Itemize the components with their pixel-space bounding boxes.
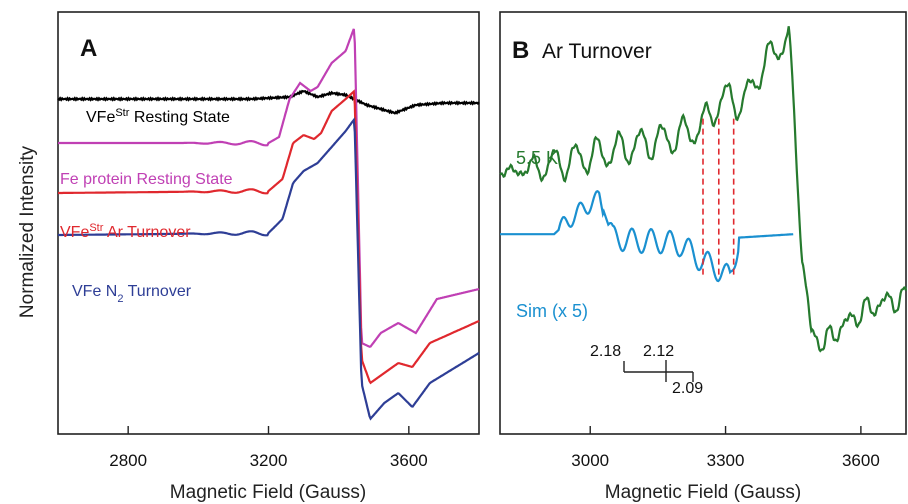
x-tick-label: 2800 bbox=[109, 451, 147, 470]
panel-b-frame bbox=[499, 11, 907, 435]
series-line bbox=[499, 26, 908, 353]
panel-b-title: Ar Turnover bbox=[542, 40, 652, 63]
panel-a-curves bbox=[57, 28, 480, 421]
x-tick-label: 3300 bbox=[707, 451, 745, 470]
legend-vfe-resting: VFeStr Resting State bbox=[86, 107, 230, 126]
panel-a-xlabel: Magnetic Field (Gauss) bbox=[170, 482, 366, 503]
x-tick-label: 3200 bbox=[250, 451, 288, 470]
x-tick-label: 3000 bbox=[571, 451, 609, 470]
series-line bbox=[57, 89, 480, 115]
series-label-sim: Sim (x 5) bbox=[516, 301, 588, 321]
series-line bbox=[58, 28, 480, 348]
panel-b: B Ar Turnover 3000 3300 3600 5.5 K Sim (x … bbox=[499, 11, 908, 503]
panel-a-ticks: 2800 3200 3600 bbox=[109, 426, 428, 470]
panel-b-ticks: 3000 3300 3600 bbox=[571, 426, 880, 470]
panel-a: A 2800 3200 3600 VFeStr Resting State Fe p… bbox=[57, 11, 480, 503]
series-line bbox=[58, 117, 480, 421]
panel-a-letter: A bbox=[80, 35, 97, 62]
panel-a-frame bbox=[57, 11, 480, 435]
panel-b-curves bbox=[499, 26, 908, 353]
legend-vfe-ar-turnover: VFeStr Ar Turnover bbox=[60, 222, 191, 241]
legend-fe-protein-resting: Fe protein Resting State bbox=[60, 171, 233, 188]
x-tick-label: 3600 bbox=[842, 451, 880, 470]
g-value-ruler: 2.18 2.12 2.09 bbox=[590, 343, 703, 397]
g-label-2-18: 2.18 bbox=[590, 343, 621, 360]
series-line bbox=[58, 89, 480, 385]
g-label-2-12: 2.12 bbox=[643, 343, 674, 360]
y-axis-label: Normalized Intensity bbox=[17, 145, 38, 318]
series-line bbox=[500, 189, 794, 283]
x-tick-label: 3600 bbox=[390, 451, 428, 470]
legend-vfe-n2-turnover: VFe N2 Turnover bbox=[72, 283, 192, 305]
panel-b-letter: B bbox=[512, 37, 529, 64]
series-label-5-5k: 5.5 K bbox=[516, 148, 558, 168]
panel-b-xlabel: Magnetic Field (Gauss) bbox=[605, 482, 801, 503]
g-label-2-09: 2.09 bbox=[672, 380, 703, 397]
